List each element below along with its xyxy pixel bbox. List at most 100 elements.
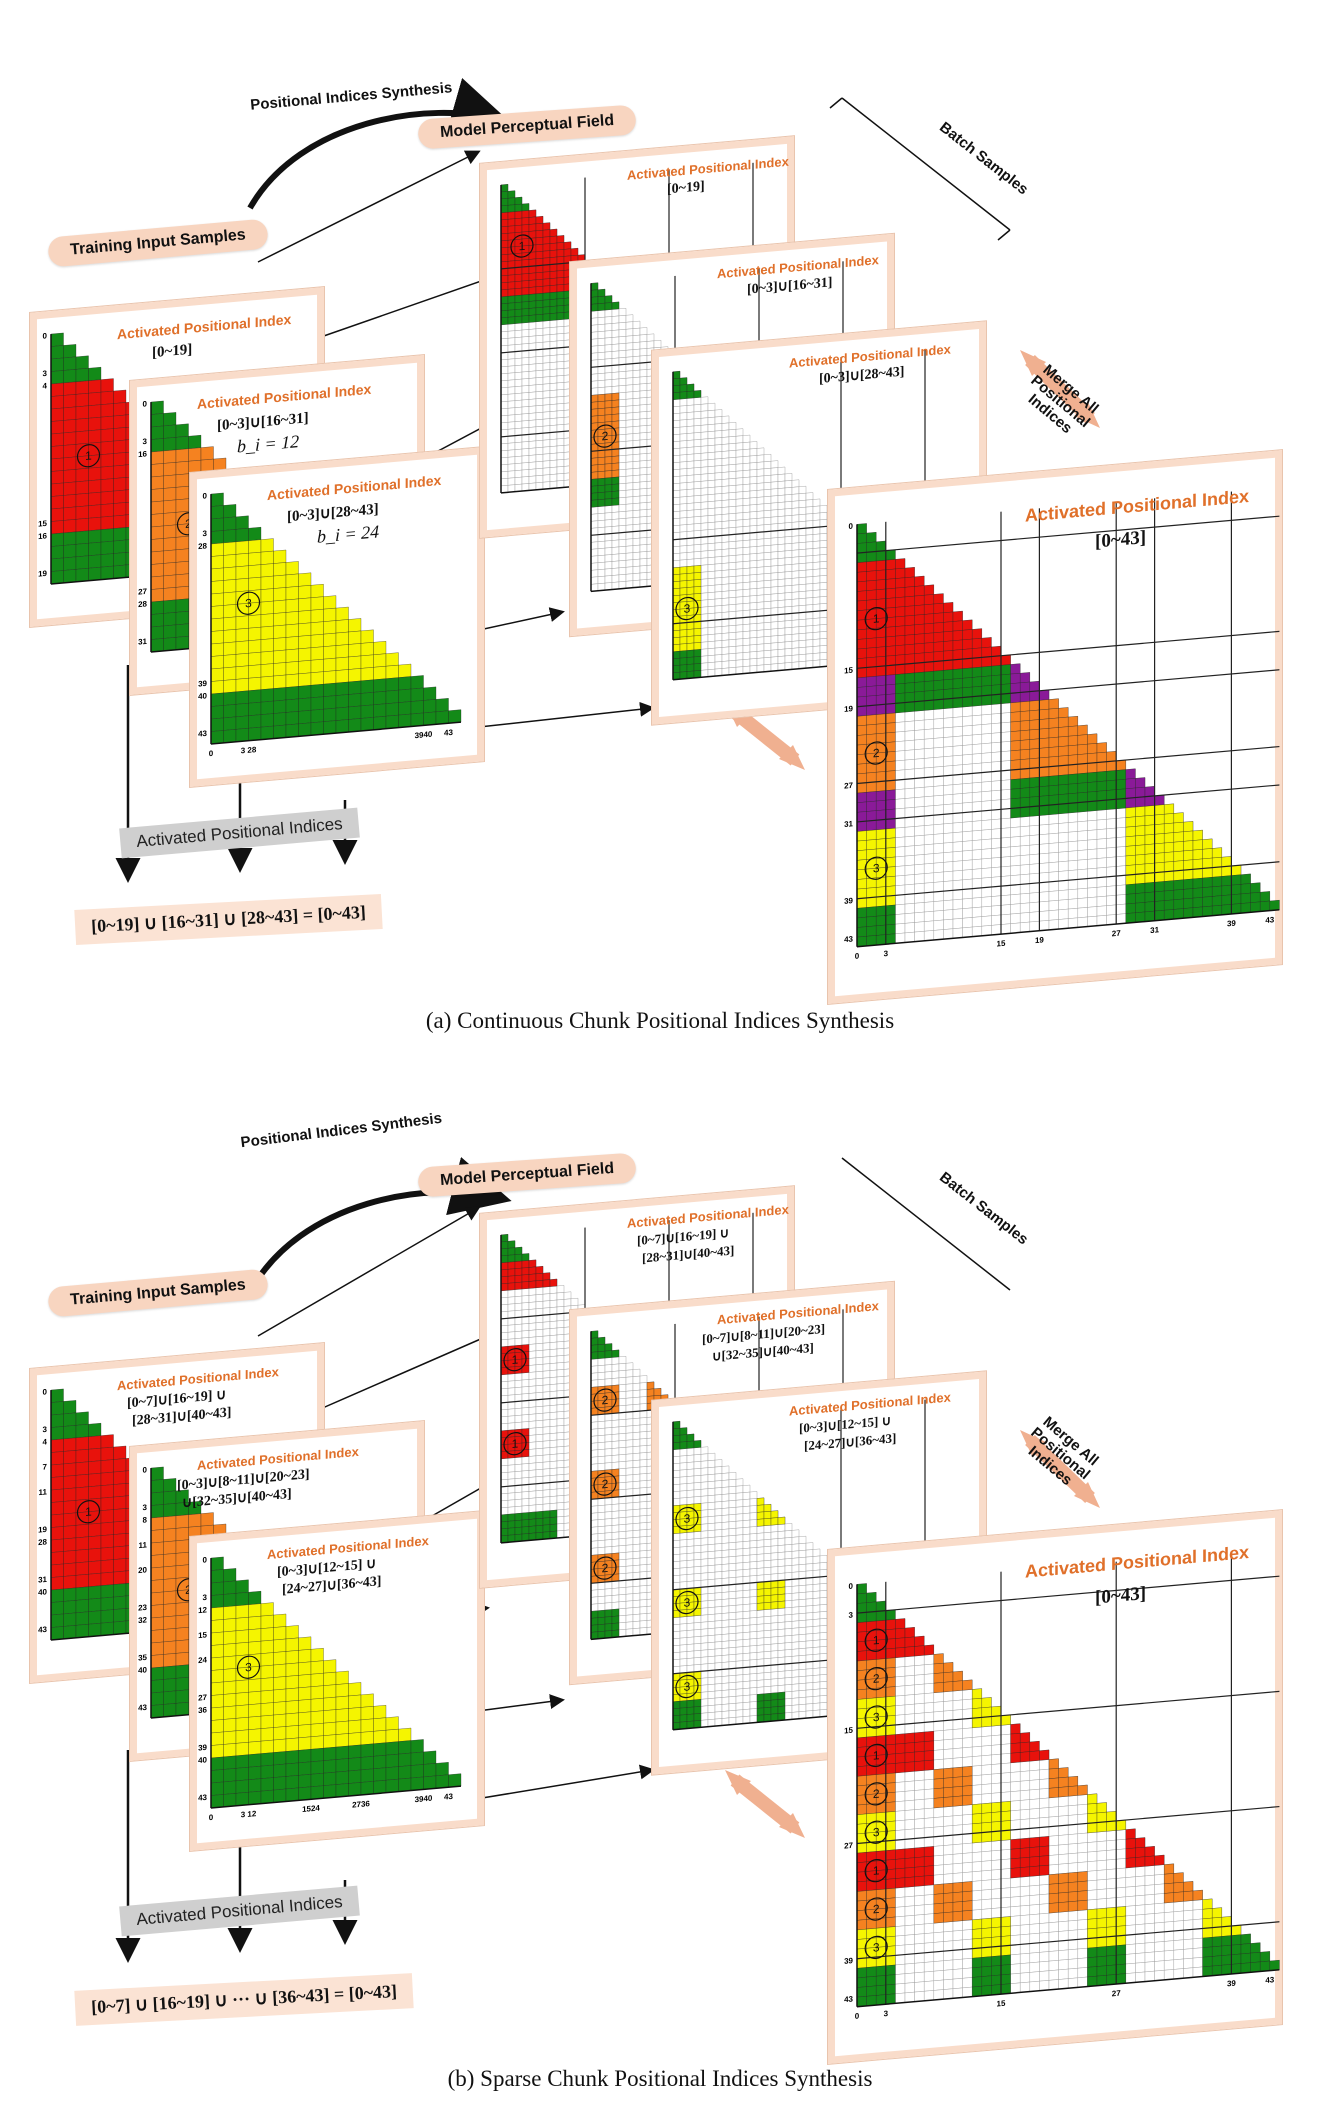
chunk-cell-yellow [770,1510,779,1519]
chunk-cell-green [248,1590,262,1605]
chunk-cell-yellow [1154,852,1165,864]
chunk-cell-green [597,1336,606,1345]
chunk-cell-red [924,1750,934,1762]
chunk-cell-green [693,663,702,672]
chunk-cell-green [672,377,681,386]
chunk-cell-green [611,476,620,485]
chunk-cell-red [904,634,915,646]
chunk-cell-green [1240,902,1251,914]
chunk-cell-yellow [981,1716,992,1728]
chunk-cell-green [1096,1946,1107,1958]
chunk-cell-green [175,1702,189,1716]
chunk-cell-red [100,453,114,468]
chunk-cell-yellow [972,1928,982,1940]
chunk-cell-orange [952,1776,963,1788]
chunk-cell-orange [885,1916,896,1928]
chunk-cell-red [952,630,963,641]
chunk-cell-yellow [323,645,337,660]
chunk-cell-green [1096,771,1107,782]
chunk-cell-yellow [885,1840,896,1851]
chunk-cell-green [914,700,925,712]
chunk-number-circle [864,1666,888,1691]
chunk-cell-yellow [856,1842,867,1854]
chunk-cell-red [885,1619,896,1630]
chunk-cell-orange [943,1796,954,1808]
chunk-cell-green [260,700,274,715]
chunk-cell-green [856,916,867,928]
chunk-cell-red [88,416,102,431]
chunk-cell-green [75,568,89,582]
chunk-cell-red [866,560,877,572]
chunk-cell-orange [1029,767,1040,779]
chunk-cell-yellow [260,575,274,590]
chunk-cell-green [500,205,509,214]
chunk-cell-red [885,1648,896,1659]
chunk-cell-orange [1173,1891,1184,1903]
chunk-cell-green [100,565,114,580]
chunk-cell-green [223,516,237,531]
chunk-cell-red [88,516,102,531]
chunk-cell-green [210,505,224,520]
chunk-cell-green [590,289,599,298]
chunk-cell-red [924,594,934,606]
y-tick-label: 0 [203,491,208,500]
chunk-number: 2 [873,1787,880,1802]
chunk-cell-green [1096,799,1107,811]
chunk-cell-green [542,299,551,308]
chunk-cell-red [914,1645,925,1657]
chunk-cell-yellow [223,679,237,694]
chunk-cell-orange [163,1603,177,1618]
chunk-cell-orange [1058,1776,1069,1788]
chunk-cell-orange [1077,744,1088,755]
chunk-cell-green [88,366,102,381]
chunk-cell-green [672,657,681,666]
chunk-cell-red [924,1731,934,1742]
chunk-cell-red [924,632,934,644]
chunk-cell-red [1010,1723,1021,1735]
chunk-cell-yellow [1173,870,1184,881]
chunk-cell-green [763,1693,772,1701]
chunk-cell-orange [590,464,599,473]
chunk-cell-red [895,635,906,646]
chunk-cell-red [933,612,944,624]
chunk-cell-green [693,1440,702,1449]
chunk-cell-red [63,1562,77,1577]
chunk-cell-red [885,588,896,599]
chunk-cell-red [514,1267,523,1276]
chunk-cell-yellow [373,1730,387,1744]
chunk-cell-green [210,1556,224,1571]
chunk-cell-green [876,1975,886,1987]
chunk-cell-green [1087,1956,1098,1968]
merge-double-arrow-2 [730,706,800,766]
chunk-cell-green [1116,1963,1126,1975]
chunk-cell-red [904,586,915,598]
chunk-cell-yellow [335,1683,349,1698]
chunk-cell-yellow [310,1685,324,1700]
chunk-cell-orange [1068,1785,1078,1797]
chunk-cell-yellow [210,567,224,582]
chunk-cell-yellow [273,599,287,614]
chunk-cell-green [1231,884,1242,895]
chunk-cell-yellow [285,1725,299,1740]
chunk-cell-red [113,1520,127,1535]
y-tick-label: 0 [849,522,854,531]
chunk-cell-green [373,678,387,693]
chunk-cell-green [1010,797,1021,809]
chunk-cell-green [1202,1965,1213,1977]
chunk-cell-green [1154,900,1165,912]
chunk-cell-orange [943,1911,954,1923]
chunk-cell-yellow [335,656,349,671]
chunk-cell-red [943,602,954,613]
chunk-cell-green [981,1975,992,1987]
chunk-cell-green [679,377,688,386]
chunk-cell-green [876,1984,886,1996]
chunk-cell-green [686,1706,695,1715]
chunk-cell-green [770,1692,779,1701]
chunk-cell-purple [1029,690,1040,702]
chunk-cell-green [535,1518,544,1526]
chunk-cell-orange [590,401,599,410]
chunk-cell-green [1087,791,1098,802]
chunk-cell-purple [1125,787,1136,799]
chunk-cell-yellow [1106,1811,1117,1822]
chunk-cell-green [756,1693,765,1702]
